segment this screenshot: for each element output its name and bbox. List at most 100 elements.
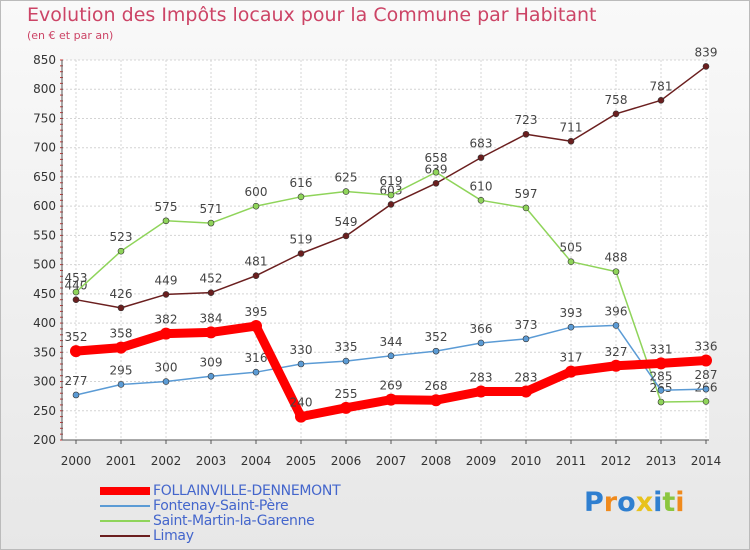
data-point [702,63,710,70]
y-tick-label: 450 [33,287,56,301]
data-point [117,304,125,312]
data-label: 488 [605,251,628,265]
y-tick-label: 700 [33,141,56,155]
legend-swatch [100,535,150,537]
logo-letter: i [653,487,663,518]
y-tick-label: 400 [33,316,56,330]
data-label: 481 [245,255,268,269]
data-point [432,168,440,176]
data-label: 597 [515,187,538,201]
data-label: 269 [380,379,403,393]
data-label: 393 [560,306,583,320]
data-point [387,352,395,360]
y-tick-label: 750 [33,111,56,125]
data-label: 268 [425,379,448,393]
data-label: 610 [470,179,493,193]
data-label: 287 [695,368,718,382]
data-label: 285 [650,369,673,383]
data-label: 382 [155,313,178,327]
data-label: 781 [650,79,673,93]
data-point [297,360,305,368]
data-point [702,398,710,405]
x-tick-label: 2003 [196,454,227,468]
data-label: 352 [425,330,448,344]
x-tick-label: 2008 [421,454,452,468]
data-point [477,339,485,347]
legend-swatch [100,487,150,495]
data-point [522,335,530,343]
data-label: 600 [245,185,268,199]
x-tick-label: 2001 [106,454,137,468]
data-label: 352 [65,330,88,344]
data-point [430,394,442,407]
data-label: 283 [515,370,538,384]
y-tick-label: 800 [33,82,56,96]
data-label: 758 [605,93,628,107]
x-tick-label: 2004 [241,454,272,468]
y-tick-label: 550 [33,228,56,242]
data-label: 711 [560,120,583,134]
data-label: 366 [470,322,493,336]
data-label: 283 [470,370,493,384]
data-point [342,188,350,195]
data-point [702,385,710,393]
data-point [432,180,440,187]
data-label: 523 [110,230,133,244]
data-label: 575 [155,200,178,214]
data-point [252,202,260,210]
data-label: 395 [245,305,268,319]
data-point [252,272,260,280]
y-tick-label: 650 [33,170,56,184]
data-point [655,357,667,370]
data-point [700,354,712,367]
data-label: 384 [200,311,223,325]
data-label: 839 [695,45,718,59]
data-point [565,365,577,378]
data-point [297,193,305,201]
legend-label: Limay [153,528,194,544]
data-point [432,347,440,355]
data-label: 300 [155,361,178,375]
data-label: 658 [425,151,448,165]
data-label: 373 [515,318,538,332]
x-tick-label: 2002 [151,454,182,468]
data-label: 255 [335,387,358,401]
data-point [567,137,575,145]
data-point [207,289,215,296]
data-point [612,322,620,329]
data-label: 240 [290,396,313,410]
data-point [477,197,485,204]
data-point [612,110,620,118]
logo-letter: P [584,487,604,518]
data-point [72,296,80,303]
data-label: 619 [380,174,403,188]
data-point [250,320,262,332]
data-point [117,381,125,388]
data-point [477,154,485,161]
data-point [72,288,80,296]
data-point [297,250,305,257]
legend-swatch [100,505,150,507]
data-label: 344 [380,335,403,349]
data-label: 449 [155,273,178,287]
y-tick-label: 200 [33,433,56,447]
data-point [207,372,215,380]
data-label: 396 [605,304,628,318]
data-point [342,232,350,240]
data-label: 452 [200,272,223,286]
data-label: 330 [290,343,313,357]
data-point [162,291,170,298]
data-label: 309 [200,355,223,369]
chart-subtitle: (en € et par an) [27,29,114,42]
data-label: 625 [335,171,358,185]
data-point [295,410,307,423]
data-point [342,357,350,365]
data-label: 295 [110,363,133,377]
data-point [70,345,82,358]
data-label: 440 [65,279,88,293]
y-tick-label: 850 [33,53,56,67]
data-label: 316 [245,351,268,365]
proxiti-logo: Proxiti [584,487,685,518]
x-tick-label: 2014 [691,454,722,468]
